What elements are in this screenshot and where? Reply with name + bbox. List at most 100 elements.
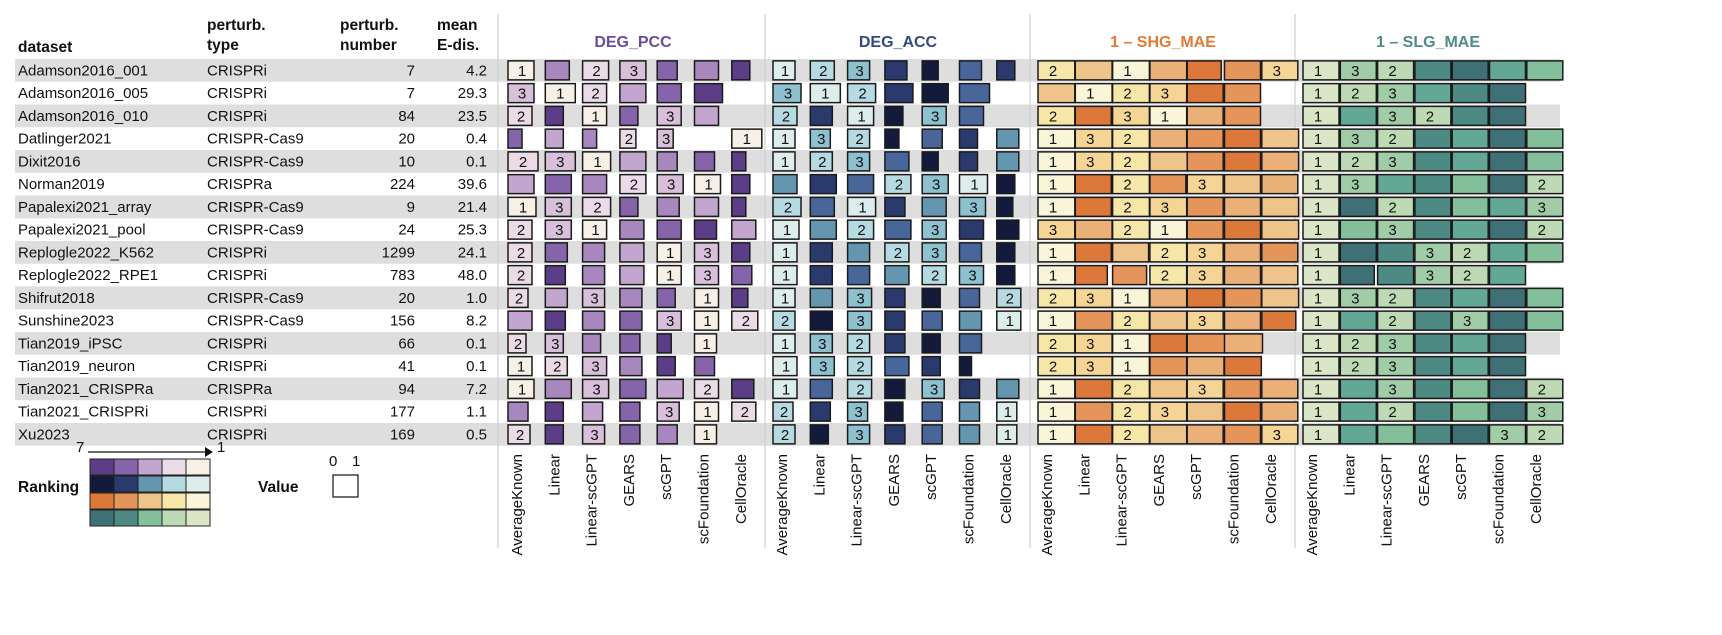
value-bar — [958, 105, 985, 127]
value-bar — [619, 128, 637, 149]
perturb-number: 224 — [390, 176, 415, 193]
heatmap-cell — [809, 105, 834, 127]
rank-label: 2 — [1388, 313, 1396, 330]
group-title: DEG_ACC — [859, 34, 938, 51]
value-bar — [921, 219, 947, 240]
heatmap-cell — [1414, 60, 1452, 81]
heatmap-cell — [1261, 151, 1300, 172]
heatmap-cell: 2 — [507, 219, 533, 240]
heatmap-cell: 2 — [1376, 401, 1415, 422]
rank-label: 3 — [969, 199, 977, 216]
heatmap-cell — [1149, 173, 1187, 195]
value-bar — [1261, 264, 1299, 286]
rank-label: 1 — [781, 336, 789, 353]
heatmap-cell — [809, 378, 834, 400]
heatmap-cell — [884, 378, 906, 400]
heatmap-cell — [809, 310, 834, 331]
heatmap-cell — [619, 333, 641, 354]
value-bar — [1526, 401, 1564, 422]
heatmap-cell: 1 — [731, 128, 763, 149]
heatmap-cell — [619, 151, 647, 172]
heatmap-cell — [884, 355, 910, 377]
heatmap-cell — [1223, 264, 1262, 286]
rank-label: 1 — [1049, 154, 1057, 171]
legend-rank-from: 7 — [76, 439, 84, 456]
heatmap-cell: 1 — [1302, 128, 1340, 149]
heatmap-cell — [1526, 128, 1564, 149]
heatmap-cell — [921, 333, 941, 354]
heatmap-cell — [544, 128, 565, 149]
heatmap-cell — [619, 424, 641, 445]
rank-label: 3 — [590, 427, 598, 444]
value-bar — [1451, 60, 1489, 81]
value-bar — [619, 310, 643, 331]
perturb-type: CRISPRa — [207, 381, 273, 398]
heatmap-cell: 3 — [1186, 310, 1224, 331]
heatmap-cell — [884, 333, 906, 354]
rank-label: 1 — [519, 199, 527, 216]
value-bar — [996, 219, 1020, 240]
rank-label: 2 — [1123, 427, 1131, 444]
value-bar — [656, 401, 680, 422]
heatmap-cell: 2 — [1451, 242, 1489, 263]
value-bar — [1223, 128, 1262, 149]
rank-label: 3 — [665, 404, 673, 421]
value-bar — [507, 310, 533, 331]
rank-label: 1 — [1049, 131, 1057, 148]
heatmap-cell — [693, 82, 724, 104]
value-bar — [1414, 401, 1452, 422]
value-bar — [1223, 196, 1262, 218]
rank-label: 1 — [1314, 427, 1322, 444]
value-bar — [884, 82, 914, 104]
heatmap-cell — [656, 333, 672, 354]
heatmap-cell — [1414, 173, 1452, 195]
value-bar — [507, 424, 531, 445]
value-bar — [693, 242, 720, 263]
value-bar — [846, 310, 873, 331]
heatmap-cell — [996, 219, 1020, 240]
heatmap-cell: 2 — [1339, 82, 1378, 104]
rank-label: 2 — [517, 108, 525, 125]
value-bar — [544, 401, 565, 422]
rank-label: 1 — [743, 131, 751, 148]
value-bar — [619, 401, 641, 422]
rank-label: 2 — [630, 177, 638, 194]
heatmap-cell — [921, 424, 943, 445]
heatmap-cell — [1488, 105, 1527, 127]
value-bar — [809, 355, 836, 377]
legend-swatch — [161, 492, 187, 510]
value-bar — [958, 401, 981, 422]
heatmap-cell — [1488, 310, 1527, 331]
legend-arrow-icon — [205, 447, 213, 457]
value-bar — [958, 242, 983, 263]
value-bar — [1451, 173, 1489, 195]
heatmap-cell — [656, 424, 678, 445]
heatmap-cell — [958, 151, 979, 172]
heatmap-cell: 2 — [1526, 424, 1564, 445]
value-bar — [1488, 60, 1527, 81]
rank-label: 3 — [592, 381, 600, 398]
heatmap-cell — [884, 264, 910, 286]
heatmap-cell — [809, 424, 830, 445]
value-bar — [1149, 151, 1189, 172]
heatmap-cell — [1074, 242, 1113, 263]
heatmap-cell — [1223, 128, 1262, 149]
legend-swatch — [185, 475, 211, 493]
rank-label: 3 — [1086, 290, 1094, 307]
value-bar — [1339, 242, 1378, 263]
method-label: GEARS — [1151, 454, 1168, 507]
rank-label: 2 — [856, 381, 864, 398]
value-bar — [581, 401, 604, 422]
value-bar — [1414, 264, 1452, 286]
rank-label: 3 — [1198, 177, 1206, 194]
heatmap-cell — [731, 242, 751, 263]
rank-label: 1 — [1314, 86, 1322, 103]
value-bar — [884, 310, 906, 331]
rank-label: 2 — [1388, 63, 1396, 80]
heatmap-cell — [731, 264, 753, 286]
rank-label: 2 — [1049, 108, 1057, 125]
value-bar — [581, 219, 608, 240]
rank-label: 2 — [1538, 427, 1546, 444]
value-bar — [1074, 310, 1113, 331]
value-bar — [656, 264, 682, 286]
